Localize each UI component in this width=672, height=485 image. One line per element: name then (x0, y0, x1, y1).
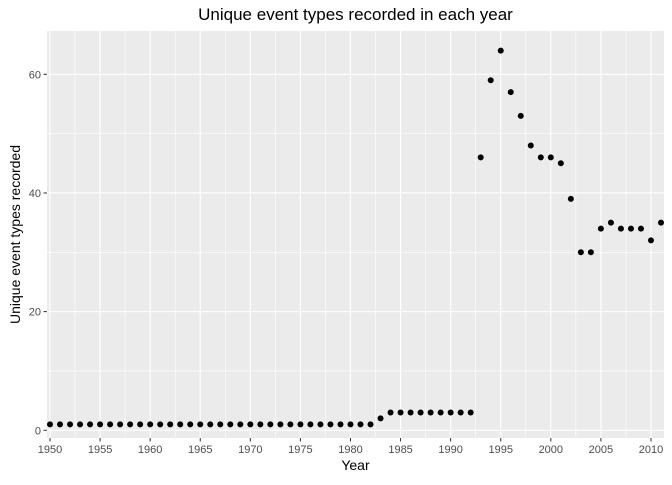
data-point (47, 421, 54, 428)
x-tick-label: 1970 (238, 444, 262, 456)
x-tick-label: 1975 (288, 444, 312, 456)
chart-title: Unique event types recorded in each year (198, 5, 513, 24)
x-tick-label: 1955 (88, 444, 112, 456)
data-point (57, 421, 64, 428)
data-point (157, 421, 164, 428)
y-tick-label: 20 (29, 307, 41, 319)
data-point (357, 421, 364, 428)
x-tick-label: 2000 (539, 444, 563, 456)
data-point (257, 421, 264, 428)
data-point (457, 409, 464, 416)
data-point (297, 421, 304, 428)
data-point (497, 47, 504, 54)
data-point (77, 421, 84, 428)
x-tick-label: 1995 (488, 444, 512, 456)
data-point (397, 409, 404, 416)
x-tick-label: 2010 (639, 444, 663, 456)
plot-panel (47, 31, 664, 438)
minor-gridlines (47, 31, 664, 438)
data-point (417, 409, 424, 416)
data-point (487, 77, 494, 84)
data-point (617, 225, 624, 232)
data-point (347, 421, 354, 428)
data-point (627, 225, 634, 232)
data-point (117, 421, 124, 428)
data-point (597, 225, 604, 232)
data-point (437, 409, 444, 416)
data-point (287, 421, 294, 428)
data-point (477, 154, 484, 161)
data-point (537, 154, 544, 161)
data-point (167, 421, 174, 428)
data-point (507, 89, 514, 96)
y-axis-ticks: 0 20 40 60 (29, 69, 47, 437)
data-point (647, 237, 654, 244)
data-point (317, 421, 324, 428)
data-point (447, 409, 454, 416)
data-point (427, 409, 434, 416)
x-tick-label: 1950 (38, 444, 62, 456)
data-point (637, 225, 644, 232)
data-point (97, 421, 104, 428)
data-point (247, 421, 254, 428)
data-point (657, 219, 664, 226)
data-point (227, 421, 234, 428)
x-tick-label: 1980 (338, 444, 362, 456)
x-tick-label: 1990 (438, 444, 462, 456)
data-point (567, 195, 574, 202)
data-point (187, 421, 194, 428)
data-point (207, 421, 214, 428)
data-points (47, 47, 664, 428)
data-point (107, 421, 114, 428)
data-point (517, 112, 524, 119)
data-point (387, 409, 394, 416)
major-gridlines (47, 31, 664, 438)
data-point (277, 421, 284, 428)
data-point (267, 421, 274, 428)
data-point (327, 421, 334, 428)
data-point (577, 249, 584, 256)
x-tick-label: 1965 (188, 444, 212, 456)
data-point (137, 421, 144, 428)
data-point (407, 409, 414, 416)
data-point (557, 160, 564, 167)
data-point (337, 421, 344, 428)
data-point (587, 249, 594, 256)
x-tick-label: 2005 (589, 444, 613, 456)
x-axis-label: Year (341, 457, 370, 473)
data-point (197, 421, 204, 428)
data-point (307, 421, 314, 428)
data-point (527, 142, 534, 149)
data-point (67, 421, 74, 428)
data-point (607, 219, 614, 226)
data-point (87, 421, 94, 428)
y-tick-label: 60 (29, 69, 41, 81)
x-tick-label: 1985 (388, 444, 412, 456)
data-point (237, 421, 244, 428)
data-point (147, 421, 154, 428)
data-point (547, 154, 554, 161)
y-tick-label: 0 (35, 425, 41, 437)
y-axis-label: Unique event types recorded (7, 145, 23, 324)
x-axis-ticks: 1950 1955 1960 1965 1970 1975 1980 1985 1990 1995… (38, 438, 663, 456)
data-point (467, 409, 474, 416)
data-point (367, 421, 374, 428)
data-point (177, 421, 184, 428)
x-tick-label: 1960 (138, 444, 162, 456)
data-point (377, 415, 384, 422)
data-point (217, 421, 224, 428)
y-tick-label: 40 (29, 188, 41, 200)
data-point (127, 421, 134, 428)
